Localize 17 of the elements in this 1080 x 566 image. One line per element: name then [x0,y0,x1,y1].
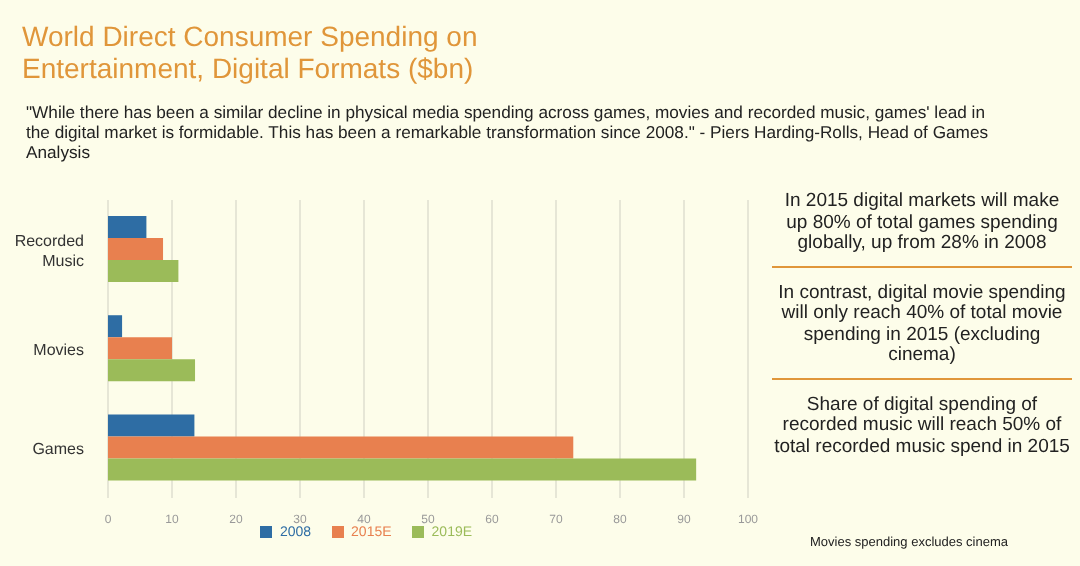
y-tick-label: Movies [33,341,84,359]
y-tick-label: Recorded Music [14,231,84,270]
bar [108,215,147,238]
text: Share of digital spending of recorded music will reach 50% of total recorded music spend in 2015 [772,391,1072,461]
bar [108,337,172,360]
bar [108,237,164,260]
chart-subtitle: "While there has been a similar decline in physical media spending across games, movies and recorded music, games' lead in the digital market is formidable. This has been a remarkable transformation since 2008." - Piers Harding-Rolls, Head of Games Analysis [26,102,991,162]
bar [108,414,195,437]
text: In contrast, digital movie spending will only reach 40% of total movie spending in 2015 (excluding cinema) [772,277,1072,379]
y-tick-label: Games [32,440,84,459]
bar [108,458,697,481]
bar [108,259,179,282]
bar [108,436,574,459]
chart-title: World Direct Consumer Spending on Entertainment, Digital Formats ($bn) [22,20,480,84]
text: In 2015 digital markets will make up 80% of total games spending globally, up from 28% in 2008 [772,186,1072,267]
bar [108,315,123,338]
bar [108,359,196,382]
